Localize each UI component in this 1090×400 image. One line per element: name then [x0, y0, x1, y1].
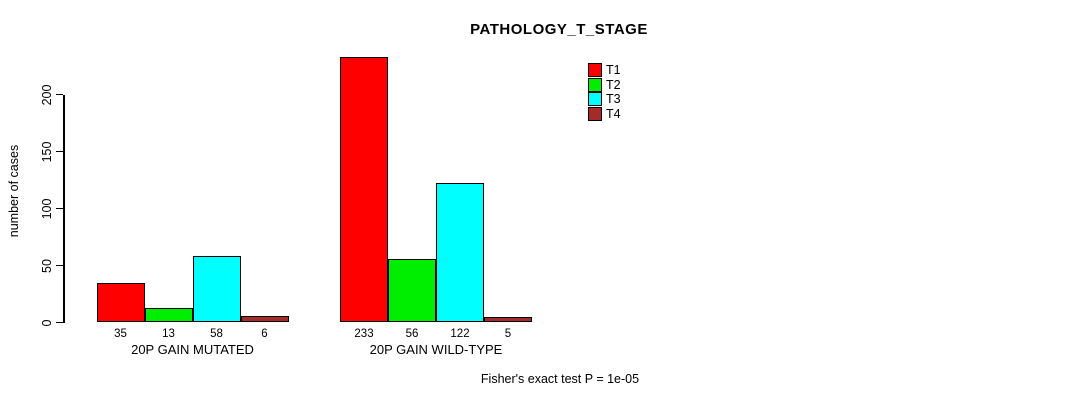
- bar-value-label: 5: [504, 327, 512, 340]
- chart-title: PATHOLOGY_T_STAGE: [470, 21, 648, 38]
- bar-value-label: 6: [261, 327, 268, 340]
- bar-t3-group2: [436, 183, 484, 323]
- bar-t3-group1: [192, 256, 241, 323]
- legend-item-t4: T4: [588, 106, 621, 122]
- y-axis-tick: [56, 93, 63, 96]
- bar-value-label: 122: [450, 327, 470, 340]
- bar-t2-group2: [388, 258, 436, 323]
- bar-t4-group2: [484, 316, 532, 323]
- y-axis-label: number of cases: [7, 144, 21, 238]
- bar-t1-group2: [340, 56, 388, 323]
- x-axis-category-label: 20P GAIN MUTATED: [131, 341, 254, 357]
- y-axis-tick: [56, 264, 63, 267]
- legend-swatch-t1: [588, 63, 602, 78]
- y-axis-tick: [56, 150, 63, 153]
- bar-t1-group1: [96, 282, 145, 323]
- bar-value-label: 58: [210, 327, 223, 340]
- bar-value-label: 56: [405, 327, 419, 340]
- legend-swatch-t3: [588, 92, 602, 107]
- annotation-text: Fisher's exact test P = 1e-05: [480, 372, 640, 386]
- legend-label: T1: [606, 63, 621, 78]
- legend-item-t1: T1: [588, 63, 621, 78]
- legend-item-t3: T3: [588, 92, 621, 107]
- bar-value-label: 13: [162, 327, 175, 340]
- y-axis-tick: [56, 207, 63, 210]
- y-axis-tick-label: 200: [40, 84, 54, 105]
- legend-label: T2: [606, 77, 621, 92]
- y-axis-line: [63, 94, 65, 323]
- legend-swatch-t2: [588, 77, 602, 92]
- bar-t4-group1: [240, 315, 289, 323]
- y-axis-tick-label: 0: [40, 319, 54, 326]
- bar-t2-group1: [144, 307, 193, 323]
- legend-swatch-t4: [588, 106, 602, 121]
- x-axis-category-label: 20P GAIN WILD-TYPE: [369, 341, 503, 357]
- legend-label: T3: [606, 92, 621, 107]
- legend-item-t2: T2: [588, 77, 621, 93]
- bar-value-label: 233: [354, 327, 374, 340]
- bar-value-label: 35: [114, 327, 127, 340]
- y-axis-tick-label: 50: [40, 258, 54, 273]
- legend: T1 T2 T3 T4: [588, 63, 621, 121]
- legend-label: T4: [606, 106, 621, 121]
- y-axis-tick-label: 100: [40, 198, 54, 219]
- y-axis-tick: [56, 321, 63, 324]
- y-axis-tick-label: 150: [40, 141, 54, 162]
